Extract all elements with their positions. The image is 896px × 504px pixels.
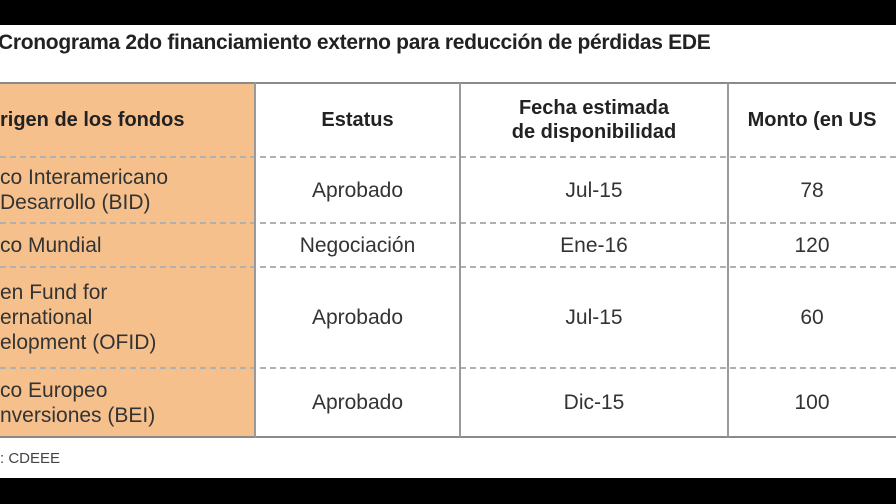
- table-cell: Aprobado: [311, 306, 404, 329]
- table-cell: Aprobado: [311, 178, 404, 202]
- row-divider: [0, 222, 896, 224]
- table-cell: en Fund for ernational elopment (OFID): [0, 267, 255, 368]
- table-cell: 120: [794, 233, 830, 257]
- table-cell: co Mundial: [0, 223, 255, 267]
- header-cell: Estatus: [321, 109, 394, 131]
- source-note: : CDEEE: [0, 450, 61, 467]
- table-cell: Dic-15: [563, 391, 625, 414]
- table-cell: Aprobado: [311, 391, 404, 414]
- document: Cronograma 2do financiamiento externo pa…: [0, 25, 896, 478]
- table-cell: Jul-15: [565, 178, 623, 202]
- header-cell: rigen de los fondos: [0, 83, 255, 157]
- header-cell: Monto (en US: [747, 109, 877, 131]
- table-title: Cronograma 2do financiamiento externo pa…: [0, 31, 711, 54]
- table-border: [0, 436, 896, 438]
- table-cell: 100: [794, 391, 830, 414]
- column-divider: [727, 83, 729, 437]
- column-divider: [459, 83, 461, 437]
- table-cell: 60: [800, 306, 824, 329]
- column-divider: [254, 83, 256, 437]
- table-cell: 78: [800, 178, 824, 202]
- row-divider: [0, 266, 896, 268]
- table-cell: co Interamericano Desarrollo (BID): [0, 157, 255, 223]
- table-cell: Jul-15: [565, 306, 623, 329]
- table-cell: Negociación: [299, 233, 416, 257]
- table-cell: co Europeo nversiones (BEI): [0, 368, 255, 437]
- table-border: [0, 82, 896, 84]
- row-divider: [0, 156, 896, 158]
- table-cell: Ene-16: [560, 233, 628, 257]
- row-divider: [0, 367, 896, 369]
- header-cell: Fecha estimada de disponibilidad: [511, 97, 677, 143]
